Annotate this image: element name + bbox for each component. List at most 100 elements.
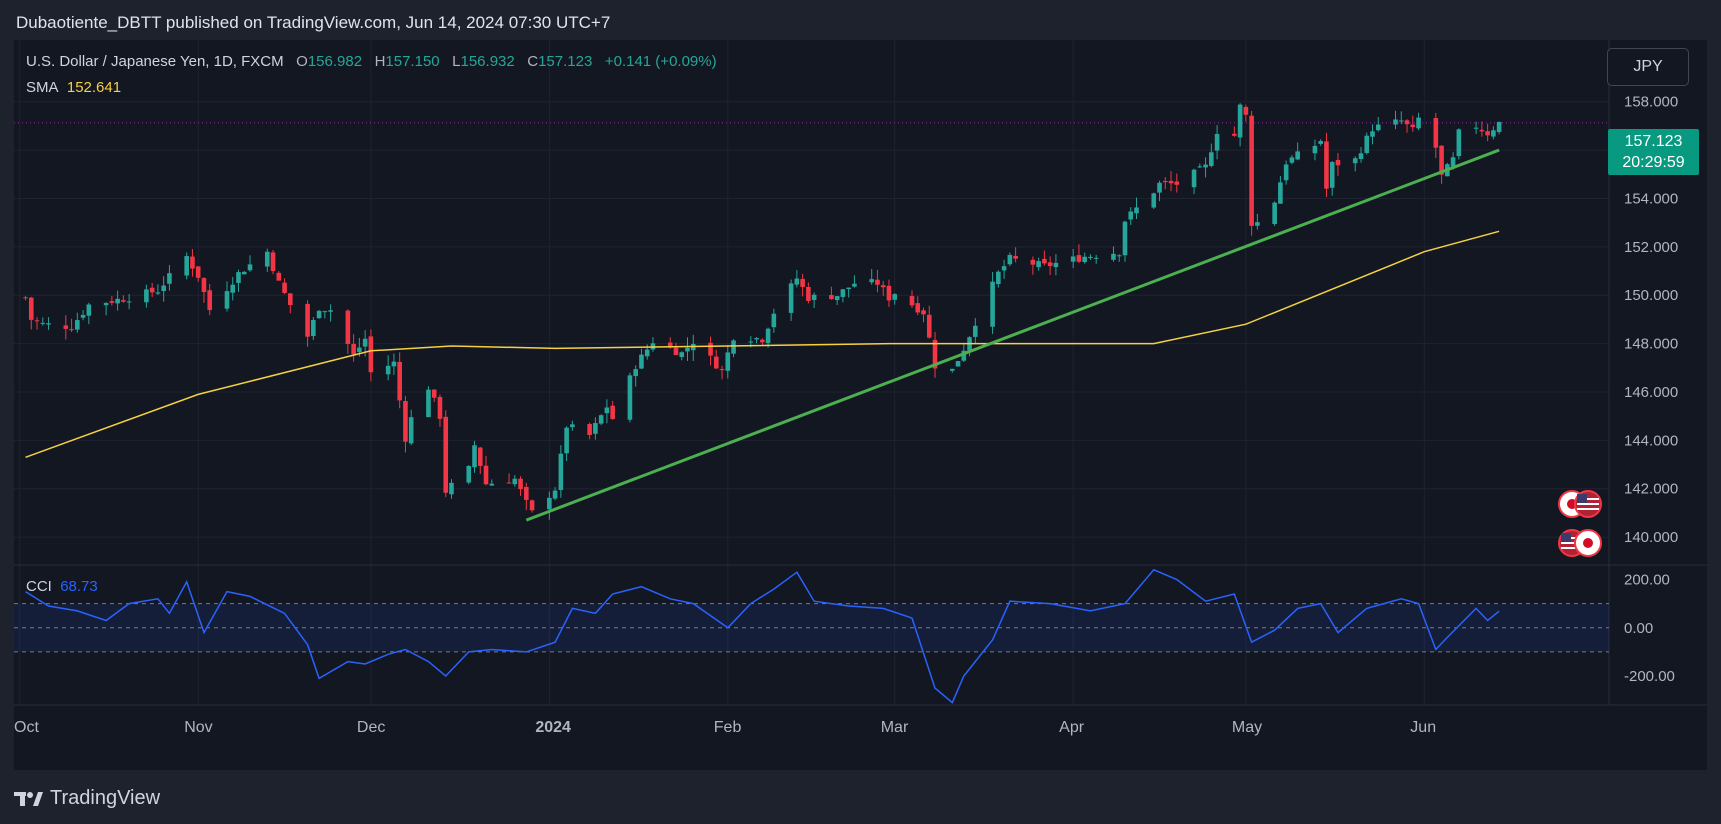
change-value: +0.141 (+0.09%) <box>604 53 717 70</box>
candle-up <box>1128 211 1134 220</box>
candle-up <box>1157 182 1162 193</box>
candle-down <box>368 336 374 373</box>
time-tick-label: 2024 <box>535 719 571 736</box>
us-flag-icon[interactable] <box>1573 489 1603 519</box>
candle-up <box>1191 169 1197 188</box>
candle-up <box>955 361 961 367</box>
candle-up <box>1393 119 1398 125</box>
candle-up <box>155 292 161 294</box>
bar-countdown: 20:29:59 <box>1622 154 1685 171</box>
candle-up <box>1370 131 1375 137</box>
candle-down <box>63 325 69 329</box>
candle-down <box>345 310 351 344</box>
candle-up <box>1450 157 1456 167</box>
candle-down <box>282 282 287 293</box>
candle-up <box>1197 166 1203 168</box>
candle-up <box>892 294 898 300</box>
candle-up <box>846 287 851 290</box>
candle-up <box>679 352 685 357</box>
tradingview-brand[interactable]: TradingView <box>14 783 160 813</box>
candle-up <box>1151 193 1157 208</box>
candle-up <box>1255 222 1260 226</box>
candle-down <box>1439 145 1444 175</box>
candle-up <box>771 313 777 328</box>
candle-down <box>760 339 765 343</box>
candle-up <box>794 278 800 285</box>
candle-up <box>512 478 518 485</box>
candle-down <box>1410 124 1416 128</box>
candle-up <box>1283 164 1289 181</box>
candle-down <box>1162 180 1168 183</box>
candle-up <box>604 407 610 414</box>
close-label: C <box>527 53 539 70</box>
price-tick-label: 152.000 <box>1624 239 1678 256</box>
candle-down <box>1042 258 1047 264</box>
high-label: H <box>374 53 386 70</box>
candle-up <box>426 389 431 418</box>
chart-canvas[interactable]: 140.000 142.000 144.000 146.000 148.000 150.0… <box>14 40 1707 770</box>
candle-down <box>587 423 592 436</box>
candle-down <box>443 416 449 493</box>
trendline <box>525 148 1500 522</box>
candle-up <box>639 354 644 369</box>
candle-up <box>748 341 754 343</box>
publish-attribution: Dubaotiente_DBTT published on TradingVie… <box>16 13 611 32</box>
candle-up <box>1456 129 1462 157</box>
high-value: 157.150 <box>385 53 440 70</box>
candle-up <box>840 289 846 297</box>
candle-up <box>996 271 1001 285</box>
candle-up <box>869 279 874 283</box>
price-tick-label: 140.000 <box>1624 529 1678 546</box>
candle-up <box>1496 121 1502 133</box>
sma-legend: SMA 152.641 <box>26 79 121 96</box>
cci-label: CCI <box>26 578 52 595</box>
price-tick-label: 148.000 <box>1624 336 1678 353</box>
candle-up <box>230 284 236 293</box>
last-price-tag: 157.123 20:29:59 <box>1608 129 1699 175</box>
open-value: 156.982 <box>307 53 363 70</box>
time-tick-label: Nov <box>184 719 212 736</box>
candle-up <box>1318 140 1323 144</box>
candle-up <box>558 453 564 491</box>
candle-up <box>466 466 472 483</box>
candle-up <box>811 294 817 301</box>
candle-up <box>1278 182 1283 204</box>
candle-up <box>144 289 149 303</box>
price-tick-label: 146.000 <box>1624 384 1678 401</box>
candle-down <box>708 342 713 356</box>
candle-up <box>1237 104 1243 138</box>
candle-up <box>1203 164 1208 168</box>
time-tick-label: Feb <box>714 719 742 736</box>
close-value: 157.123 <box>538 53 593 70</box>
candle-up <box>552 490 558 499</box>
candle-up <box>1214 133 1220 151</box>
japan-flag-icon[interactable] <box>1573 528 1603 558</box>
candle-up <box>1053 262 1059 268</box>
price-tick-label: 154.000 <box>1624 190 1678 207</box>
candle-up <box>990 281 995 327</box>
candle-up <box>357 347 362 353</box>
candle-down <box>1013 255 1018 259</box>
sma-value: 152.641 <box>66 79 122 96</box>
candle-up <box>1352 158 1358 164</box>
symbol-title: U.S. Dollar / Japanese Yen, 1D, FXCM <box>26 53 284 70</box>
candle-down <box>431 389 437 398</box>
candle-up <box>224 291 230 309</box>
cci-tick-label: 0.00 <box>1624 620 1653 637</box>
candle-up <box>1093 257 1099 259</box>
price-tick-label: 142.000 <box>1624 481 1678 498</box>
candle-up <box>564 427 569 454</box>
currency-button[interactable]: JPY <box>1607 48 1689 86</box>
candle-up <box>961 350 967 361</box>
candle-up <box>644 349 650 357</box>
candle-up <box>86 304 92 316</box>
cci-tick-label: -200.00 <box>1624 668 1675 685</box>
candle-up <box>161 285 166 292</box>
candle-up <box>949 368 955 371</box>
candle-down <box>1485 131 1490 136</box>
candle-up <box>1473 127 1479 129</box>
chart-pane[interactable]: 140.000 142.000 144.000 146.000 148.000 150.0… <box>14 40 1707 770</box>
low-label: L <box>452 53 461 70</box>
candle-up <box>80 314 86 318</box>
candle-up <box>362 338 368 347</box>
